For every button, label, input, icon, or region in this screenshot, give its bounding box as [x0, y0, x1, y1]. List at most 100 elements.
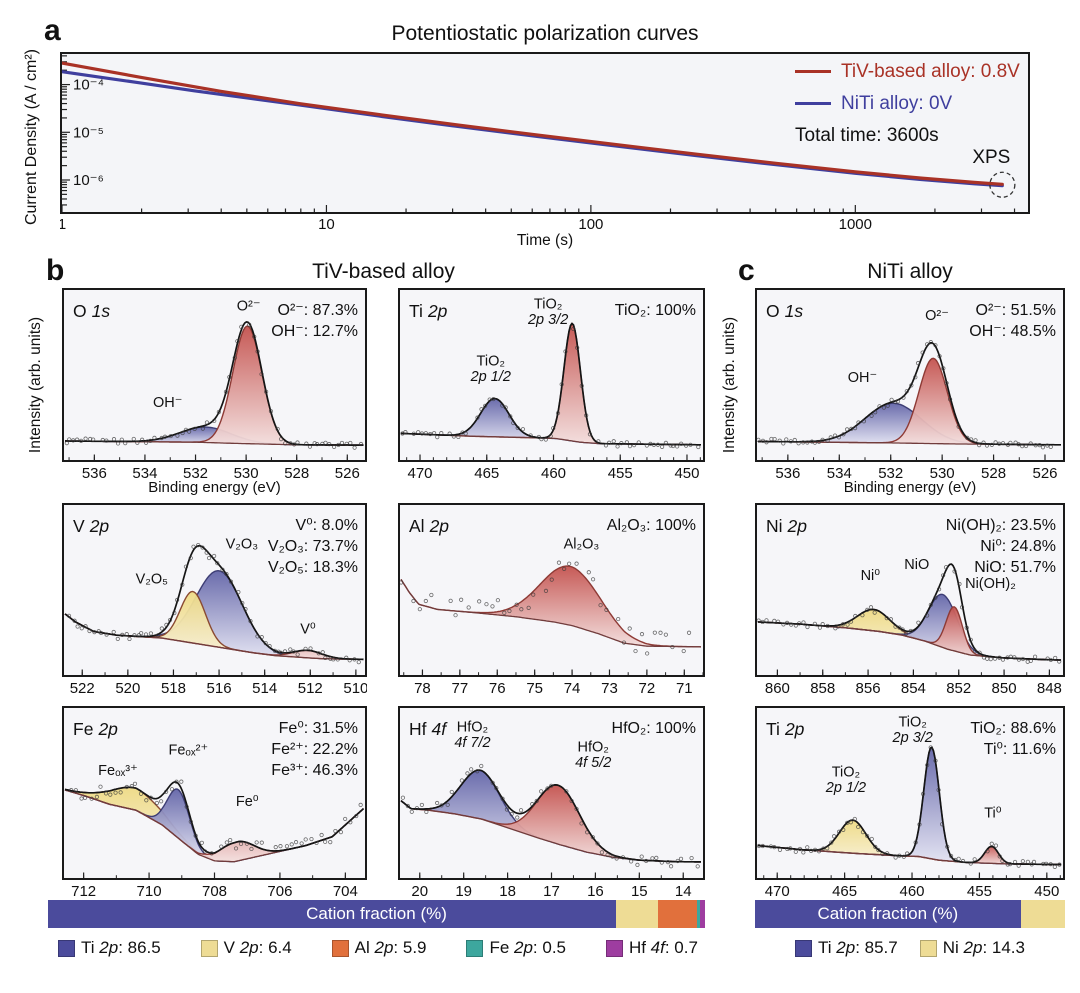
peak-label: TiO₂ — [898, 714, 926, 730]
peak-label: NiO — [904, 557, 929, 573]
panel-c-label: c — [738, 254, 755, 287]
legend-swatch — [466, 939, 484, 957]
legend-label: NiTi alloy: 0V — [841, 93, 953, 114]
svg-text:532: 532 — [183, 465, 208, 482]
legend-swatch — [58, 939, 75, 957]
fraction-annotation: Fe²⁺: 22.2% — [271, 741, 358, 758]
panel-c-binding-label: Binding energy (eV) — [843, 479, 977, 496]
svg-text:450: 450 — [1034, 883, 1059, 900]
peak-label: OH⁻ — [848, 370, 877, 386]
fraction-annotation: Fe³⁺: 46.3% — [271, 762, 358, 779]
peak-label: Feₒₓ³⁺ — [98, 763, 138, 779]
peak-label: V⁰ — [300, 622, 316, 638]
fraction-annotation: V₂O₃: 73.7% — [268, 538, 358, 555]
svg-text:460: 460 — [541, 465, 566, 482]
svg-text:14: 14 — [675, 883, 692, 900]
svg-text:460: 460 — [900, 883, 925, 900]
bar-segment-al — [658, 900, 698, 928]
peak-label: Ti⁰ — [984, 806, 1002, 822]
legend-item-ti: Ti 2p: 85.7 — [795, 938, 898, 958]
svg-text:100: 100 — [578, 216, 603, 233]
svg-text:856: 856 — [856, 680, 881, 697]
legend-line-swatch — [795, 102, 831, 105]
legend-item-hf: Hf 4f: 0.7 — [605, 938, 698, 958]
peak-label: OH⁻ — [153, 395, 182, 411]
bar-segment-hf — [700, 900, 705, 928]
peak-label: TiO₂ — [477, 354, 505, 370]
svg-text:75: 75 — [526, 680, 543, 697]
panel-b-binding-label: Binding energy (eV) — [148, 479, 281, 496]
peak-label: 4f 7/2 — [454, 735, 490, 751]
svg-text:534: 534 — [132, 465, 157, 482]
svg-text:10: 10 — [318, 216, 335, 233]
legend-label: TiV-based alloy: 0.8V — [841, 61, 1020, 82]
spectrum-name: V 2p — [73, 516, 109, 536]
panel-b-label: b — [46, 254, 65, 287]
fraction-annotation: NiO: 51.7% — [974, 559, 1056, 576]
fraction-annotation: Ni(OH)₂: 23.5% — [946, 517, 1056, 534]
legend-b: Ti 2p: 86.5 V 2p: 6.4 Al 2p: 5.9 Fe 2p: 0.5… — [58, 938, 698, 958]
spectrum-b-fe2p: 712 710 708 706 704 Fe 2p Fe⁰: 31.5% Fe²⁺: 22.2%… — [62, 706, 367, 900]
fraction-annotation: HfO₂: 100% — [612, 720, 696, 737]
svg-text:854: 854 — [901, 680, 926, 697]
peak-label: O²⁻ — [925, 308, 949, 324]
peak-label: V₂O₅ — [136, 572, 169, 588]
panel-a-legend: TiV-based alloy: 0.8V NiTi alloy: 0V Total… — [795, 62, 1020, 145]
peak-label: Ni(OH)₂ — [965, 576, 1016, 592]
svg-text:450: 450 — [674, 465, 699, 482]
svg-text:1000: 1000 — [839, 216, 872, 233]
svg-text:455: 455 — [608, 465, 633, 482]
svg-text:510: 510 — [343, 680, 367, 697]
svg-text:77: 77 — [452, 680, 469, 697]
fraction-annotation: Ti⁰: 11.6% — [984, 741, 1056, 758]
bar-title: Cation fraction (%) — [306, 904, 447, 923]
peak-label: Fe⁰ — [236, 794, 259, 810]
peak-label: 2p 1/2 — [470, 369, 511, 385]
legend-text: Fe 2p: 0.5 — [489, 938, 567, 957]
legend-text: Ni 2p: 14.3 — [942, 938, 1025, 957]
peak-label: Ni⁰ — [861, 568, 881, 584]
svg-text:20: 20 — [411, 883, 428, 900]
legend-swatch — [795, 939, 812, 957]
spectrum-name: O 1s — [73, 301, 110, 321]
svg-text:528: 528 — [284, 465, 309, 482]
svg-text:15: 15 — [631, 883, 648, 900]
peak-label: Al₂O₃ — [564, 536, 600, 552]
spectrum-c-ni2p: 860 858 856 854 852 850 848 Ni 2p Ni(OH)₂: 23.5% N… — [755, 503, 1065, 697]
cation-fraction-bar-b: Cation fraction (%) — [48, 900, 705, 928]
legend-item-fe: Fe 2p: 0.5 — [466, 938, 566, 958]
spectrum-name: Al 2p — [409, 516, 449, 536]
spectrum-c-o1s: 536 534 532 530 528 526 O 1s O²⁻: 51.5% OH⁻: 48.5… — [755, 288, 1065, 482]
xps-annotation: XPS — [972, 147, 1010, 168]
svg-text:455: 455 — [967, 883, 992, 900]
svg-text:74: 74 — [564, 680, 581, 697]
panel-a-label: a — [44, 14, 61, 47]
peak-label: O²⁻ — [237, 299, 261, 315]
svg-text:530: 530 — [234, 465, 259, 482]
spectrum-b-v2p: 522 520 518 516 514 512 510 V 2p V⁰: 8.0% V₂O₃: 73… — [62, 503, 367, 697]
svg-text:16: 16 — [587, 883, 604, 900]
spectrum-name: Ti 2p — [766, 719, 805, 739]
polarization-legend-item: TiV-based alloy: 0.8V — [795, 62, 1020, 81]
fraction-annotation: O²⁻: 87.3% — [278, 302, 358, 319]
peak-label: Feₒₓ²⁺ — [169, 742, 209, 758]
fraction-annotation: Ni⁰: 24.8% — [980, 538, 1056, 555]
svg-text:526: 526 — [1032, 465, 1057, 482]
bar-segment-ni — [1020, 900, 1065, 928]
peak-label: HfO₂ — [578, 739, 609, 755]
svg-text:852: 852 — [946, 680, 971, 697]
legend-item-v: V 2p: 6.4 — [200, 938, 292, 958]
svg-text:470: 470 — [408, 465, 433, 482]
peak-label: 2p 3/2 — [527, 312, 568, 328]
legend-item-al: Al 2p: 5.9 — [331, 938, 427, 958]
bar-segment-fe — [697, 900, 701, 928]
svg-text:76: 76 — [489, 680, 506, 697]
fraction-annotation: OH⁻: 12.7% — [271, 323, 358, 340]
legend-line-swatch — [795, 70, 831, 73]
spectrum-name: Ni 2p — [766, 516, 807, 536]
polarization-legend-item: NiTi alloy: 0V — [795, 94, 1020, 113]
panel-a-ylabel: Current Density (A / cm²) — [23, 48, 40, 226]
panel-b-title: TiV-based alloy — [312, 260, 455, 283]
